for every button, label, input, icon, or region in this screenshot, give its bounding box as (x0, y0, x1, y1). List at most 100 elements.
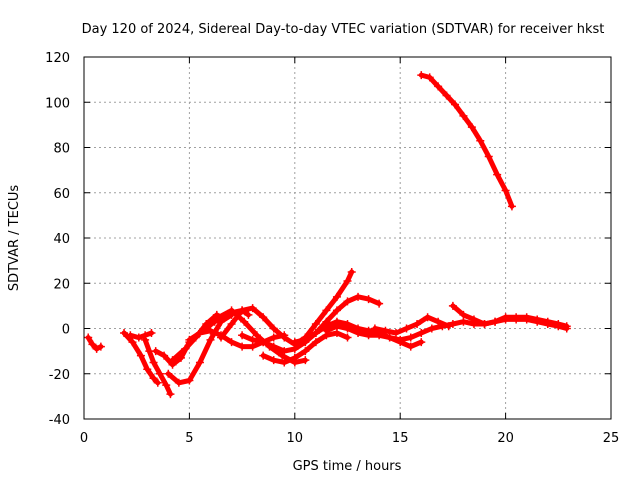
data-point (92, 344, 101, 353)
data-point (451, 100, 460, 109)
data-point (332, 306, 341, 315)
data-point (417, 329, 426, 338)
data-point (459, 317, 468, 326)
data-point (322, 306, 331, 315)
data-point (512, 313, 521, 322)
data-point (259, 338, 268, 347)
data-point (364, 295, 373, 304)
data-point (252, 331, 261, 340)
data-point (381, 326, 390, 335)
series-s1 (84, 333, 105, 353)
data-point (354, 292, 363, 301)
data-point (149, 374, 158, 383)
data-point (248, 335, 257, 344)
data-point (385, 333, 394, 342)
chart-title: Day 120 of 2024, Sidereal Day-to-day VTE… (82, 22, 605, 37)
data-point (364, 331, 373, 340)
data-point (153, 378, 162, 387)
data-point (554, 319, 563, 328)
data-point (522, 313, 531, 322)
data-point (151, 347, 160, 356)
data-point (375, 299, 384, 308)
y-tick-label: 120 (45, 51, 70, 66)
data-point (290, 338, 299, 347)
data-point (562, 322, 571, 331)
data-point (501, 186, 510, 195)
data-point (269, 356, 278, 365)
y-tick-label: 40 (53, 232, 70, 247)
data-point (206, 335, 215, 344)
data-point (417, 71, 426, 80)
x-tick-label: 20 (497, 431, 514, 446)
data-point (155, 369, 164, 378)
data-point (343, 297, 352, 306)
data-point (269, 324, 278, 333)
data-point (143, 365, 152, 374)
data-point (480, 319, 489, 328)
data-point (280, 333, 289, 342)
y-axis-label: SDTVAR / TECUs (7, 185, 22, 292)
data-point (343, 276, 352, 285)
data-point (402, 324, 411, 333)
data-point (332, 322, 341, 331)
data-point (136, 351, 145, 360)
data-point (214, 313, 223, 322)
data-point (448, 301, 457, 310)
data-point (128, 338, 137, 347)
data-point (217, 317, 226, 326)
data-point (217, 333, 226, 342)
data-point (259, 313, 268, 322)
data-point (425, 73, 434, 82)
data-point (444, 322, 453, 331)
data-point (248, 304, 257, 313)
data-point (434, 82, 443, 91)
data-point (442, 91, 451, 100)
data-point (406, 342, 415, 351)
grid (84, 57, 611, 419)
y-tick-label: 0 (62, 323, 70, 338)
data-point (370, 324, 379, 333)
data-point (141, 335, 150, 344)
series-line (127, 330, 154, 341)
data-point (448, 319, 457, 328)
data-point (391, 329, 400, 338)
data-point (134, 333, 143, 342)
data-point (185, 376, 194, 385)
data-point (493, 170, 502, 179)
series-s15 (370, 313, 453, 338)
series-s2 (120, 329, 162, 387)
data-point (343, 333, 352, 342)
data-point (238, 306, 247, 315)
data-point (347, 267, 356, 276)
data-point (174, 378, 183, 387)
data-point (195, 329, 204, 338)
ticks: 0 5 10 15 20 25 -40 -20 0 20 40 60 80 100 120 (45, 51, 619, 446)
data-point (168, 356, 177, 365)
data-point (248, 342, 257, 351)
data-point (149, 358, 158, 367)
data-point (88, 340, 97, 349)
series-s16 (448, 301, 571, 331)
data-point (227, 306, 236, 315)
data-point (417, 338, 426, 347)
series-group (84, 71, 571, 399)
data-point (427, 324, 436, 333)
data-point (301, 335, 310, 344)
data-point (227, 319, 236, 328)
data-point (162, 381, 171, 390)
data-point (322, 326, 331, 335)
x-axis-label: GPS time / hours (293, 459, 402, 474)
series-line (186, 328, 287, 350)
data-point (269, 342, 278, 351)
data-point (238, 331, 247, 340)
data-point (484, 152, 493, 161)
data-point (290, 344, 299, 353)
data-point (244, 310, 253, 319)
data-point (491, 317, 500, 326)
data-point (164, 369, 173, 378)
data-point (396, 335, 405, 344)
data-point (280, 347, 289, 356)
y-tick-label: 20 (53, 277, 70, 292)
data-point (354, 329, 363, 338)
